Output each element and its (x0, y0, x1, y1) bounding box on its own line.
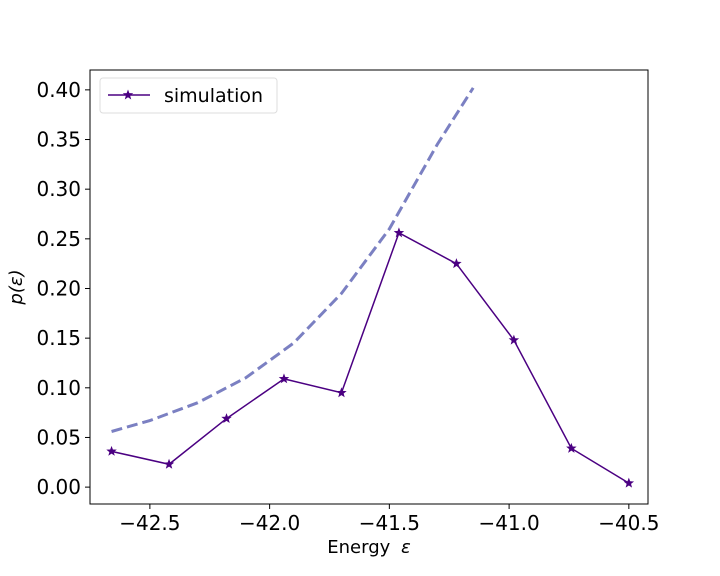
y-tick-label: 0.15 (36, 326, 81, 350)
data-point-simulation (566, 442, 577, 453)
legend: simulation (99, 77, 278, 114)
data-point-simulation (221, 413, 232, 424)
y-tick-label: 0.25 (36, 227, 81, 251)
x-axis-label: Energy ε (327, 537, 411, 558)
y-axis-label: p(ε) (6, 269, 27, 305)
data-point-simulation (508, 334, 520, 345)
x-tick-label: −41.0 (478, 511, 539, 535)
x-tick-label: −41.5 (359, 511, 420, 535)
legend-box (99, 77, 278, 114)
x-axis-label-symbol: ε (401, 537, 411, 558)
data-point-simulation (623, 477, 635, 488)
y-tick-label: 0.35 (36, 128, 81, 152)
series-line-simulation (111, 231, 630, 484)
data-point-simulation (336, 387, 347, 398)
series-line-1 (111, 87, 475, 433)
legend-label-simulation: simulation (164, 85, 263, 107)
x-tick-label: −42.5 (119, 511, 180, 535)
y-tick-label: 0.10 (36, 376, 81, 400)
y-tick-label: 0.05 (36, 425, 81, 449)
plot-frame (89, 69, 649, 505)
y-tick-label: 0.30 (36, 177, 81, 201)
data-point-simulation (393, 227, 405, 238)
x-tick-label: −40.5 (598, 511, 659, 535)
data-point-simulation (163, 458, 175, 469)
data-point-simulation (278, 373, 290, 384)
chart-marks (106, 87, 635, 488)
x-axis-label-text: Energy (327, 537, 390, 558)
x-tick-label: −42.0 (239, 511, 300, 535)
axis-ticks: −42.5 −42.0 −41.5 −41.0 −40.5 0.00 0.05 0.10 0.1… (36, 78, 659, 535)
data-point-simulation (451, 258, 462, 269)
y-tick-label: 0.40 (36, 78, 81, 102)
data-point-simulation (106, 445, 117, 456)
y-tick-label: 0.20 (36, 276, 81, 300)
y-tick-label: 0.00 (36, 475, 81, 499)
legend-marker-simulation (122, 89, 134, 100)
